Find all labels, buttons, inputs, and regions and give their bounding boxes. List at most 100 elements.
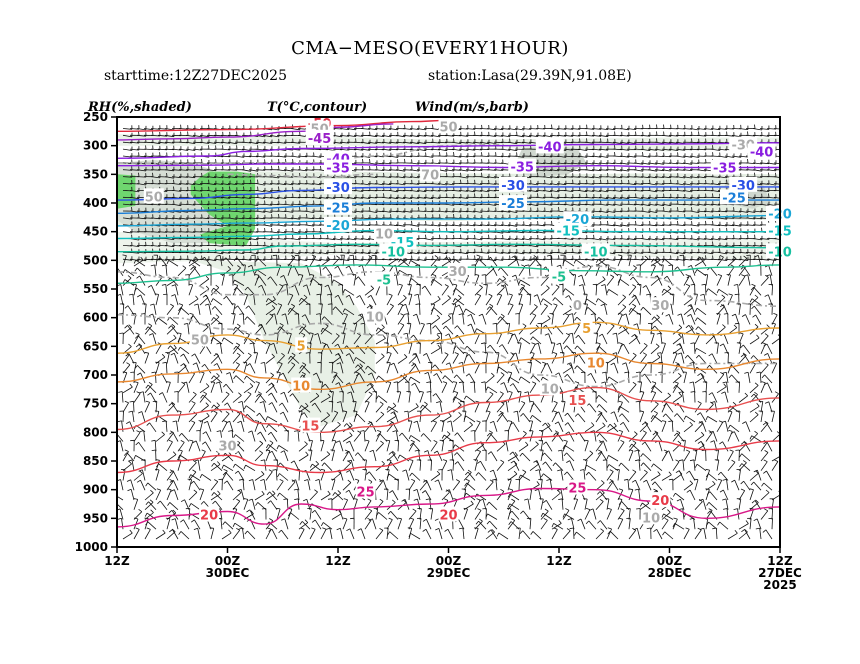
wind-barb: [227, 169, 238, 171]
station-info: station:Lasa(29.39N,91.08E): [428, 68, 632, 84]
wind-barb: [430, 323, 432, 335]
wind-barb: [458, 148, 468, 151]
wind-barb: [416, 141, 426, 145]
wind-barb: [367, 148, 378, 151]
wind-barb: [647, 169, 657, 172]
wind-barb: [206, 183, 216, 186]
wind-barb: [143, 128, 153, 131]
wind-barb: [759, 183, 770, 185]
wind-barb: [164, 169, 174, 172]
wind-barb: [675, 176, 685, 179]
wind-barb: [136, 176, 147, 178]
wind-barb: [367, 128, 377, 131]
wind-barb: [332, 141, 342, 144]
wind-barb: [612, 176, 622, 179]
wind-barb: [549, 169, 559, 172]
rh-shade-region: [190, 260, 375, 427]
wind-barb: [199, 141, 209, 144]
wind-barb: [654, 190, 665, 192]
wind-barb: [570, 176, 581, 178]
legend-item: Wind(m/s,barb): [415, 100, 529, 115]
wind-barb: [430, 148, 441, 151]
wind-barb-flag: [243, 165, 245, 170]
wind-barb-flag: [425, 214, 427, 219]
wind-barb: [682, 176, 692, 179]
wind-barb: [402, 155, 413, 158]
wind-barb: [507, 148, 517, 152]
wind-barb-flag: [138, 131, 140, 136]
wind-barb: [402, 148, 413, 151]
wind-barb-flag: [768, 193, 770, 198]
wind-barb: [612, 148, 623, 151]
wind-barb: [549, 183, 559, 186]
wind-barb: [710, 176, 721, 178]
wind-barb: [535, 169, 545, 172]
wind-barb: [150, 176, 160, 179]
wind-barb: [185, 134, 195, 137]
wind-barb: [479, 141, 489, 145]
wind-barb: [388, 141, 399, 144]
wind-barb: [710, 134, 721, 137]
wind-barb: [647, 190, 657, 193]
wind-barb: [220, 183, 230, 186]
wind-barb: [682, 169, 693, 171]
wind-barb: [458, 134, 468, 137]
wind-barb: [339, 134, 349, 137]
wind-barb-flag: [635, 220, 637, 225]
wind-barb-flag: [712, 241, 714, 246]
wind-barb: [416, 134, 427, 137]
wind-barb: [486, 190, 497, 192]
wind-barb: [241, 148, 251, 151]
wind-barb: [437, 183, 447, 186]
wind-barb: [773, 128, 780, 130]
wind-barb: [752, 128, 762, 131]
wind-barb-flag: [243, 186, 245, 191]
wind-barb: [255, 196, 265, 199]
wind-barb: [752, 134, 763, 137]
wind-barb: [493, 134, 503, 137]
wind-barb: [374, 155, 385, 158]
wind-barb: [612, 141, 622, 145]
wind-barb: [479, 155, 490, 157]
wind-barb: [689, 141, 700, 144]
wind-barb-flag: [677, 207, 679, 212]
wind-barb: [297, 169, 307, 172]
wind-barb: [185, 183, 195, 186]
wind-barb: [381, 176, 392, 178]
wind-barb: [241, 169, 251, 172]
wind-barb-flag: [243, 138, 245, 143]
wind-barb: [206, 190, 216, 192]
wind-barb: [556, 183, 566, 186]
wind-barb-flag: [642, 234, 644, 239]
wind-barb-flag: [425, 234, 427, 239]
wind-barb-flag: [362, 158, 364, 164]
wind-barb: [563, 162, 573, 165]
wind-barb: [647, 183, 657, 186]
wind-barb-flag: [656, 131, 658, 136]
wind-barb: [290, 183, 301, 185]
wind-barb-flag: [600, 200, 602, 205]
wind-barb: [479, 134, 490, 137]
wind-barb-flag: [217, 322, 223, 325]
wind-barb: [472, 183, 482, 185]
wind-barb: [717, 176, 727, 179]
wind-barb: [199, 134, 209, 138]
wind-barb: [661, 155, 672, 158]
wind-barb: [549, 155, 560, 157]
wind-barb: [164, 148, 175, 151]
wind-barb-flag: [734, 322, 740, 325]
wind-barb: [514, 141, 525, 144]
wind-barb: [591, 128, 602, 130]
wind-barb: [689, 183, 700, 185]
wind-barb-flag: [663, 207, 665, 212]
wind-barb: [577, 155, 587, 158]
wind-barb: [311, 155, 321, 158]
wind-barb: [304, 183, 315, 185]
wind-barb: [234, 176, 245, 178]
wind-barb: [752, 162, 762, 165]
wind-barb: [626, 183, 636, 186]
wind-barb: [416, 128, 426, 131]
wind-barb: [472, 141, 482, 144]
wind-barb: [458, 141, 469, 144]
wind-barb: [724, 155, 734, 158]
